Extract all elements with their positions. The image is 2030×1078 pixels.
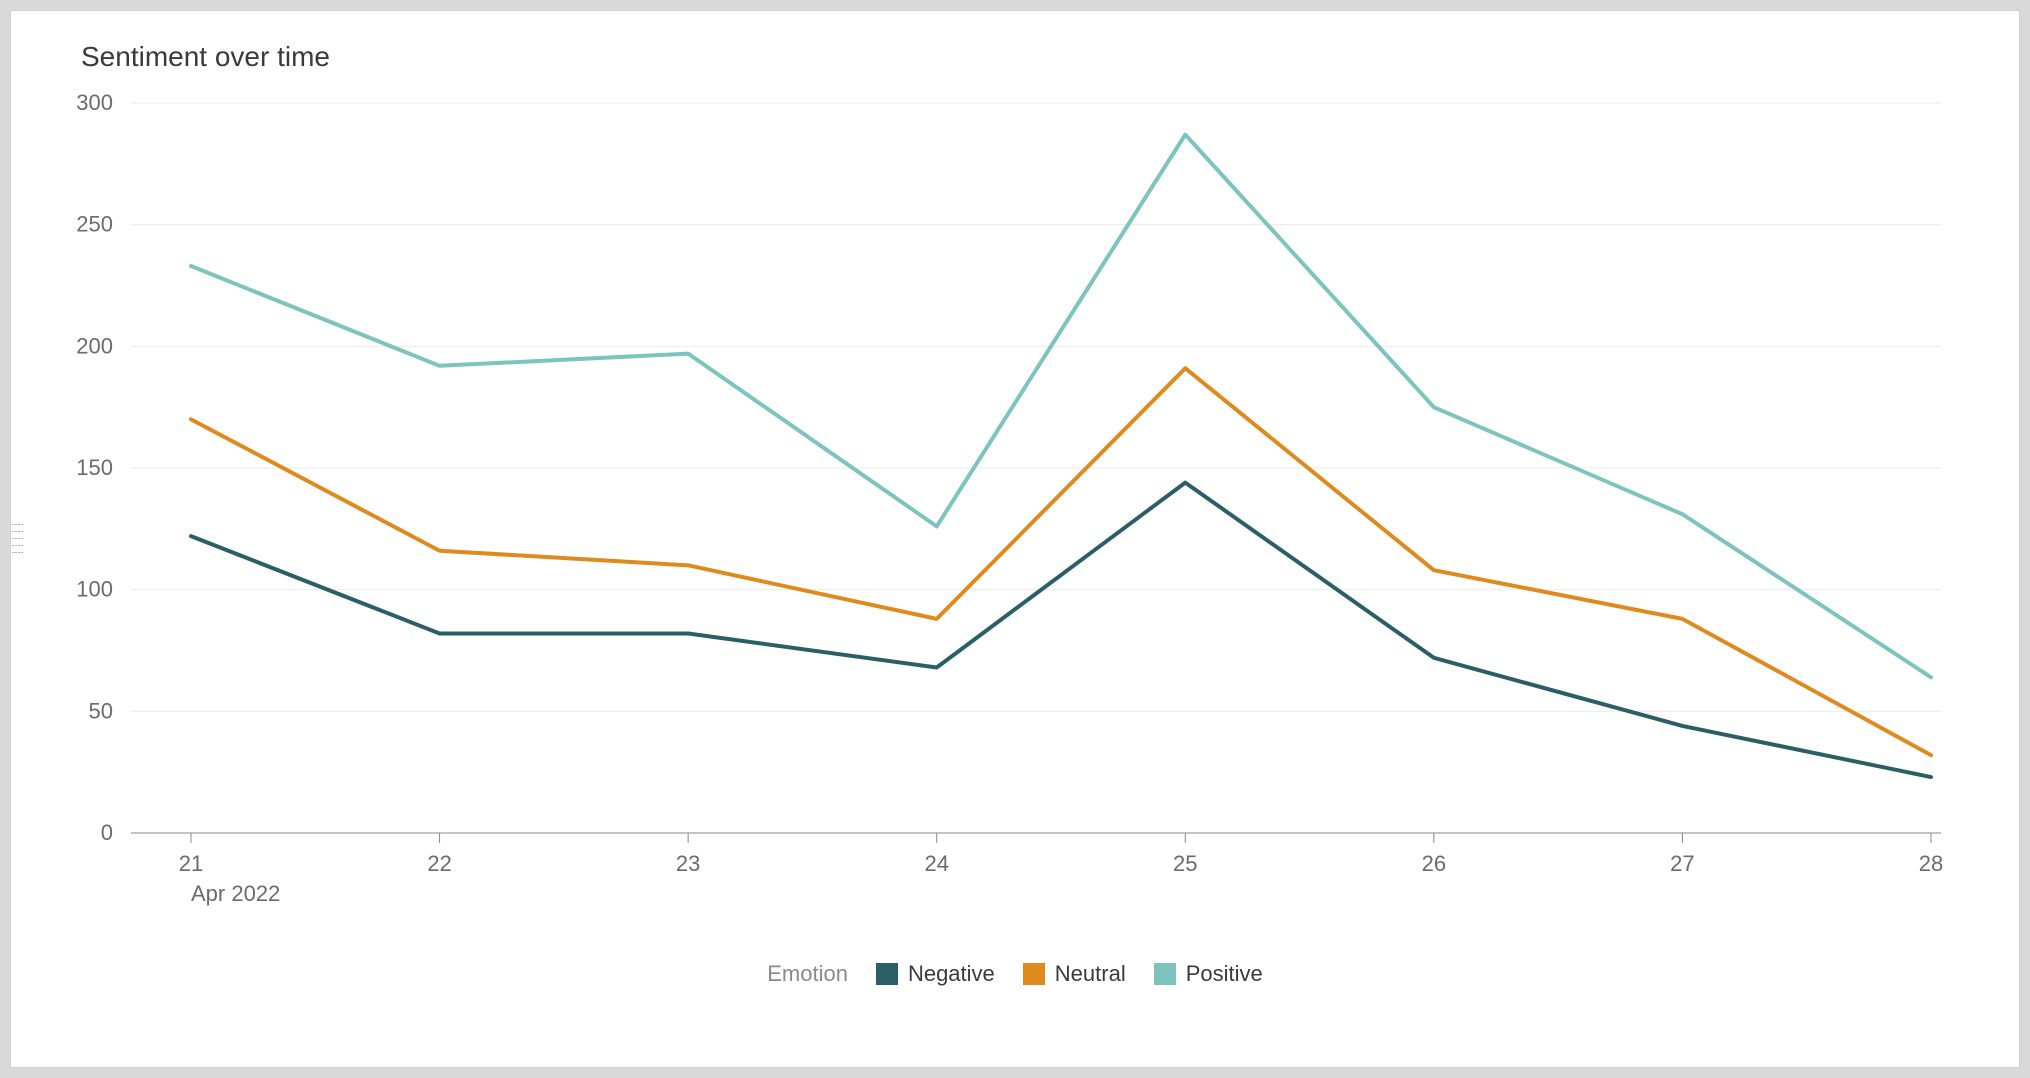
chart-title: Sentiment over time xyxy=(81,41,1979,73)
chart-panel: ┊┊┊┊┊ Sentiment over time 0 50 100 150 200 25… xyxy=(10,10,2020,1068)
chart-svg: 0 50 100 150 200 250 300 21 Apr 2022 22 23 24 25 26 27… xyxy=(51,83,1971,943)
y-tick-label: 250 xyxy=(76,212,113,237)
x-tick-label: 24 xyxy=(924,851,948,876)
y-tick-label: 300 xyxy=(76,90,113,115)
series-line-negative[interactable] xyxy=(191,483,1931,777)
x-tick-label: 28 xyxy=(1919,851,1943,876)
legend-label: Positive xyxy=(1186,961,1263,987)
legend-label: Negative xyxy=(908,961,995,987)
y-tick-label: 200 xyxy=(76,333,113,358)
legend-item-positive[interactable]: Positive xyxy=(1154,961,1263,987)
y-tick-label: 50 xyxy=(89,698,113,723)
legend-title: Emotion xyxy=(767,961,848,987)
chart-plot-area: 0 50 100 150 200 250 300 21 Apr 2022 22 23 24 25 26 27… xyxy=(51,83,1979,943)
resize-handle-left[interactable]: ┊┊┊┊┊ xyxy=(11,521,22,556)
legend-item-negative[interactable]: Negative xyxy=(876,961,995,987)
x-tick-label: 22 xyxy=(427,851,451,876)
x-tick-label: 25 xyxy=(1173,851,1197,876)
legend: Emotion Negative Neutral Positive xyxy=(51,961,1979,987)
legend-swatch xyxy=(876,963,898,985)
legend-item-neutral[interactable]: Neutral xyxy=(1023,961,1126,987)
x-tick-label: 26 xyxy=(1422,851,1446,876)
x-tick-label: 27 xyxy=(1670,851,1694,876)
y-tick-label: 0 xyxy=(101,820,113,845)
outer-frame: ┊┊┊┊┊ Sentiment over time 0 50 100 150 200 25… xyxy=(0,0,2030,1078)
x-tick-sublabel: Apr 2022 xyxy=(191,881,280,906)
series-line-neutral[interactable] xyxy=(191,368,1931,755)
y-tick-label: 100 xyxy=(76,577,113,602)
series-line-positive[interactable] xyxy=(191,135,1931,678)
y-tick-label: 150 xyxy=(76,455,113,480)
legend-swatch xyxy=(1023,963,1045,985)
legend-label: Neutral xyxy=(1055,961,1126,987)
x-tick-label: 21 xyxy=(179,851,203,876)
legend-swatch xyxy=(1154,963,1176,985)
x-tick-label: 23 xyxy=(676,851,700,876)
